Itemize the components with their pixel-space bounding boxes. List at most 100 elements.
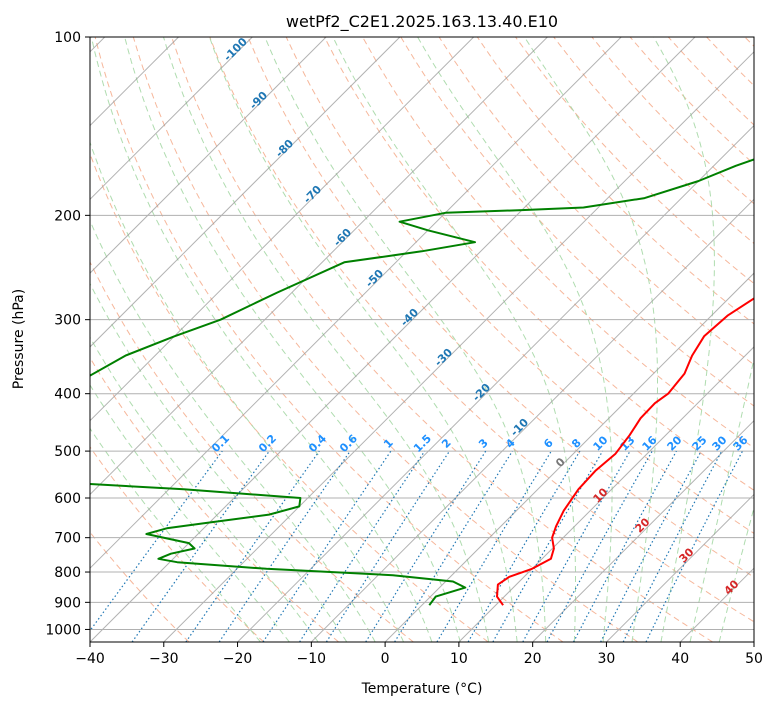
dry-adiabat-label: -30 (432, 346, 455, 369)
dry-adiabat-label: -90 (247, 89, 270, 112)
moist-adiabat-line (90, 384, 290, 642)
y-axis-title: Pressure (hPa) (11, 289, 27, 389)
dry-adiabat-line (476, 37, 754, 325)
moist-adiabat-label: 20 (633, 515, 653, 535)
y-tick-label: 500 (54, 444, 81, 460)
mixing-ratio-line (262, 450, 392, 642)
mixing-ratio-line (299, 450, 426, 642)
dry-adiabat-line (323, 37, 754, 491)
moist-adiabat-line (90, 336, 319, 642)
moist-adiabat-line (264, 37, 547, 642)
mixing-ratio-lines (90, 450, 744, 642)
moist-adiabats (90, 37, 754, 642)
isotherm-line (753, 641, 754, 642)
isotherm-line (163, 51, 754, 642)
dry-adiabat-line (362, 37, 754, 449)
isotherm-line (90, 37, 622, 569)
dry-adiabat-line (247, 37, 754, 578)
dry-adiabat-label: -10 (508, 416, 531, 439)
mixing-ratio-line (218, 450, 351, 642)
dry-adiabat-label: -60 (331, 226, 354, 249)
dry-adiabat-line (132, 37, 639, 642)
x-tick-label: −20 (223, 651, 253, 667)
isotherm-line (90, 37, 253, 201)
y-tick-label: 800 (54, 565, 81, 581)
x-tick-label: 50 (745, 651, 763, 667)
mixing-ratio-label: 20 (665, 433, 685, 453)
dry-adiabat-label: -50 (363, 267, 386, 290)
x-tick-label: 0 (381, 651, 390, 667)
dry-adiabat-line (94, 37, 564, 642)
dry-adiabat-line (438, 37, 754, 366)
y-tick-label: 900 (54, 595, 81, 611)
y-axis: 100 200 300 400 500 600 700 800 900 1000 (45, 30, 90, 638)
dry-adiabats (90, 37, 754, 642)
y-tick-label: 1000 (45, 622, 81, 638)
x-axis: −40 −30 −20 −10 0 10 20 30 40 50 (75, 642, 763, 667)
dry-adiabat-line (90, 446, 265, 642)
mixing-ratio-label: 6 (541, 436, 556, 451)
moist-adiabat-line (124, 37, 461, 642)
isopleth-labels: -100-90-80-70-60-50-40-30-20-10010203040… (209, 35, 751, 598)
x-tick-label: −10 (297, 651, 327, 667)
isotherm-line (606, 493, 754, 642)
moist-adiabat-label: 40 (722, 577, 742, 597)
mixing-ratio-line (645, 450, 744, 642)
sounding-traces (90, 158, 754, 606)
x-tick-label: 30 (598, 651, 616, 667)
dry-adiabat-label: -20 (470, 381, 493, 404)
moist-adiabat-line (90, 140, 405, 642)
mixing-ratio-line (90, 450, 223, 632)
dry-adiabat-line (90, 356, 339, 642)
isotherm-line (679, 567, 754, 642)
dry-adiabat-label: -70 (301, 183, 324, 206)
dewpoint-trace (90, 158, 754, 606)
x-tick-label: 40 (671, 651, 689, 667)
dry-adiabat-label: -40 (398, 306, 421, 329)
moist-adiabat-line (209, 37, 518, 642)
dry-adiabat-line (285, 37, 754, 535)
isotherm-line (384, 272, 754, 642)
mixing-ratio-line (365, 450, 487, 642)
isotherm-line (90, 37, 327, 274)
temperature-trace (496, 297, 754, 606)
dry-adiabat-line (90, 152, 489, 642)
x-tick-label: 20 (524, 651, 542, 667)
mixing-ratio-label: 30 (710, 433, 730, 453)
moist-adiabat-line (523, 37, 658, 642)
dry-adiabat-line (209, 37, 754, 623)
moist-adiabat-line (653, 37, 715, 642)
isotherm-line (90, 37, 401, 348)
chart-title: wetPf2_C2E1.2025.163.13.40.E10 (286, 12, 558, 32)
moist-adiabat-line (417, 37, 613, 642)
mixing-ratio-label: 10 (591, 433, 611, 453)
moist-adiabat-label: 30 (677, 545, 697, 565)
dry-adiabat-line (90, 531, 190, 642)
mixing-ratio-label: 36 (731, 433, 751, 453)
y-tick-label: 300 (54, 313, 81, 329)
y-tick-label: 700 (54, 531, 81, 547)
pressure-gridlines (90, 37, 754, 630)
moist-adiabat-line (689, 356, 754, 642)
isotherm-line (532, 419, 754, 642)
moist-adiabat-line (90, 427, 261, 642)
mixing-ratio-label: 16 (640, 433, 660, 453)
isotherm-line (458, 346, 754, 642)
mixing-ratio-label: 8 (569, 436, 584, 451)
isotherms (90, 37, 754, 642)
mixing-ratio-line (394, 450, 513, 642)
moist-adiabat-line (90, 219, 376, 642)
mixing-ratio-line (131, 450, 270, 642)
dry-adiabat-label: -100 (221, 35, 250, 64)
x-tick-label: −30 (149, 651, 179, 667)
mixing-ratio-line (436, 450, 552, 642)
x-axis-title: Temperature (°C) (361, 681, 483, 697)
moist-adiabat-line (163, 37, 490, 642)
dry-adiabat-line (90, 260, 414, 642)
moist-adiabat-line (90, 37, 433, 642)
mixing-ratio-line (546, 450, 653, 642)
dry-adiabat-label: -80 (273, 137, 296, 160)
mixing-ratio-label: 25 (690, 434, 710, 454)
moist-adiabat-line (90, 282, 348, 642)
